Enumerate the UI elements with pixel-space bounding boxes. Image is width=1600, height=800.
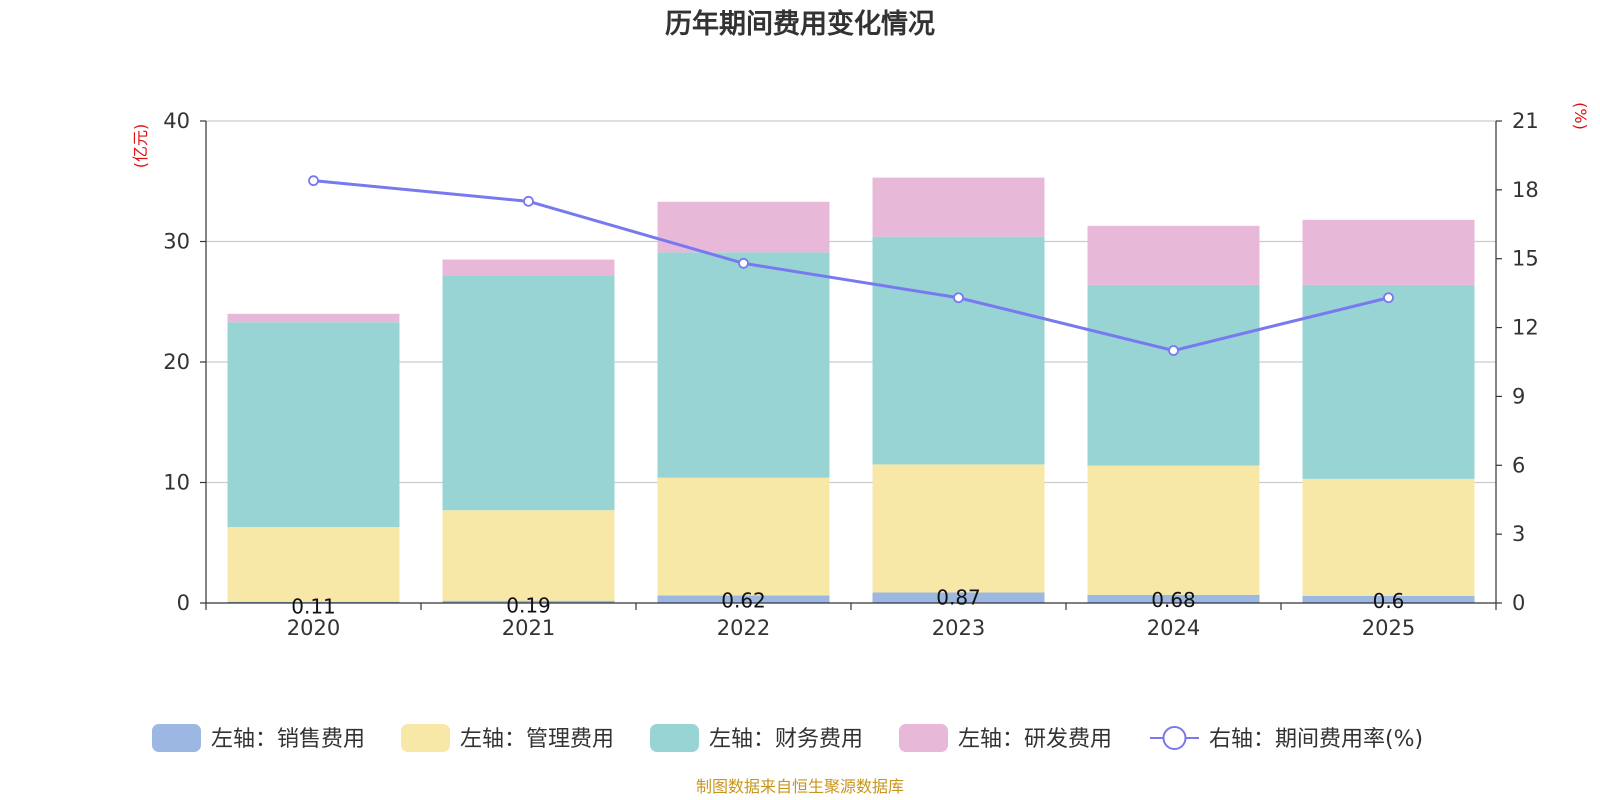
grid-lines (206, 120, 1496, 484)
bar-segment-0-2024 (1087, 594, 1260, 603)
left-tick-label: 40 (163, 109, 190, 133)
expense-rate-point-2023 (953, 292, 964, 304)
bar-data-label: 0.19 (506, 594, 551, 618)
left-tick-label: 30 (163, 230, 190, 254)
bar-segment-1-2021 (442, 510, 615, 601)
bar-segment-3-2025 (1302, 219, 1475, 285)
legend-label: 左轴：研发费用 (958, 727, 1112, 752)
bar-segment-3-2023 (872, 177, 1045, 237)
legend-swatch (650, 724, 699, 752)
expense-rate-point-2021 (523, 195, 534, 207)
bar-data-label: 0.11 (291, 595, 336, 619)
left-tick-label: 20 (163, 350, 190, 374)
bar-segment-1-2025 (1302, 478, 1475, 596)
x-tick-label: 2020 (287, 616, 340, 640)
data-labels: 0.11 0.19 0.62 0.87 0.68 0.6 (291, 586, 1404, 619)
bar-segment-2-2025 (1302, 284, 1475, 479)
right-tick-label: 9 (1512, 384, 1525, 408)
source-note: 制图数据来自恒生聚源数据库 (696, 777, 904, 796)
right-tick-label: 18 (1512, 178, 1539, 202)
right-tick-label: 6 (1512, 453, 1525, 477)
legend: 左轴：销售费用 左轴：管理费用 左轴：财务费用 左轴：研发费用 右轴：期间费用率(%) (152, 724, 1423, 752)
bar-segment-1-2024 (1087, 465, 1260, 595)
bar-segment-3-2022 (657, 201, 830, 253)
bar-segment-3-2024 (1087, 225, 1260, 285)
right-tick-label: 12 (1512, 316, 1539, 340)
left-tick-label: 10 (163, 471, 190, 495)
bar-data-label: 0.68 (1151, 588, 1196, 612)
legend-item-2[interactable]: 左轴：财务费用 (650, 724, 863, 752)
legend-marker-icon (1162, 726, 1187, 750)
legend-label: 右轴：期间费用率(%) (1209, 727, 1423, 752)
x-tick-label: 2023 (932, 616, 985, 640)
bar-segment-3-2021 (442, 259, 615, 276)
legend-item-3[interactable]: 左轴：研发费用 (899, 724, 1112, 752)
left-tick-label: 0 (177, 591, 190, 615)
bar-segment-2-2023 (872, 236, 1045, 465)
legend-item-1[interactable]: 左轴：管理费用 (401, 724, 614, 752)
bar-segment-0-2025 (1302, 595, 1475, 603)
bar-segment-2-2020 (227, 322, 400, 528)
bar-segment-0-2020 (227, 601, 400, 603)
expense-rate-point-2020 (308, 175, 319, 187)
x-tick-label: 2021 (502, 616, 555, 640)
right-tick-label: 0 (1512, 591, 1525, 615)
bar-segment-0-2021 (442, 600, 615, 603)
bar-segment-2-2024 (1087, 284, 1260, 466)
line-series (308, 175, 1394, 356)
legend-label: 左轴：管理费用 (460, 727, 614, 752)
right-tick-label: 21 (1512, 109, 1539, 133)
bar-segment-0-2023 (872, 592, 1045, 603)
x-tick-label: 2022 (717, 616, 770, 640)
bar-segment-1-2020 (227, 527, 400, 602)
x-tick-label: 2025 (1362, 616, 1415, 640)
left-axis-unit: (亿元) (131, 124, 150, 169)
legend-swatch (899, 724, 948, 752)
bar-data-label: 0.62 (721, 589, 766, 613)
expense-rate-point-2022 (738, 257, 749, 269)
bar-data-label: 0.87 (936, 586, 981, 610)
legend-item-4[interactable]: 右轴：期间费用率(%) (1150, 726, 1423, 752)
bar-segment-2-2021 (442, 275, 615, 511)
right-tick-label: 15 (1512, 247, 1539, 271)
legend-label: 左轴：财务费用 (709, 727, 863, 752)
legend-label: 左轴：销售费用 (211, 727, 365, 752)
bar-data-label: 0.6 (1373, 589, 1405, 613)
bar-segment-3-2020 (227, 313, 400, 323)
legend-swatch (152, 724, 201, 752)
legend-item-0[interactable]: 左轴：销售费用 (152, 724, 365, 752)
expense-rate-point-2025 (1383, 292, 1394, 304)
right-tick-label: 3 (1512, 522, 1525, 546)
bar-segment-0-2022 (657, 595, 830, 603)
bar-segment-1-2022 (657, 477, 830, 596)
axes: 0 10 20 30 40 0 3 6 9 12 15 18 21 2020 2021 2022 2023 202… (163, 109, 1538, 640)
expense-rate-point-2024 (1168, 345, 1179, 356)
right-axis-unit: (%) (1571, 102, 1590, 130)
legend-swatch (401, 724, 450, 752)
bar-series (227, 177, 1475, 603)
x-tick-label: 2024 (1147, 616, 1200, 640)
bar-segment-1-2023 (872, 464, 1045, 593)
chart-title: 历年期间费用变化情况 (665, 8, 935, 40)
expense-rate-line (313, 179, 1389, 353)
bar-segment-2-2022 (657, 252, 830, 478)
